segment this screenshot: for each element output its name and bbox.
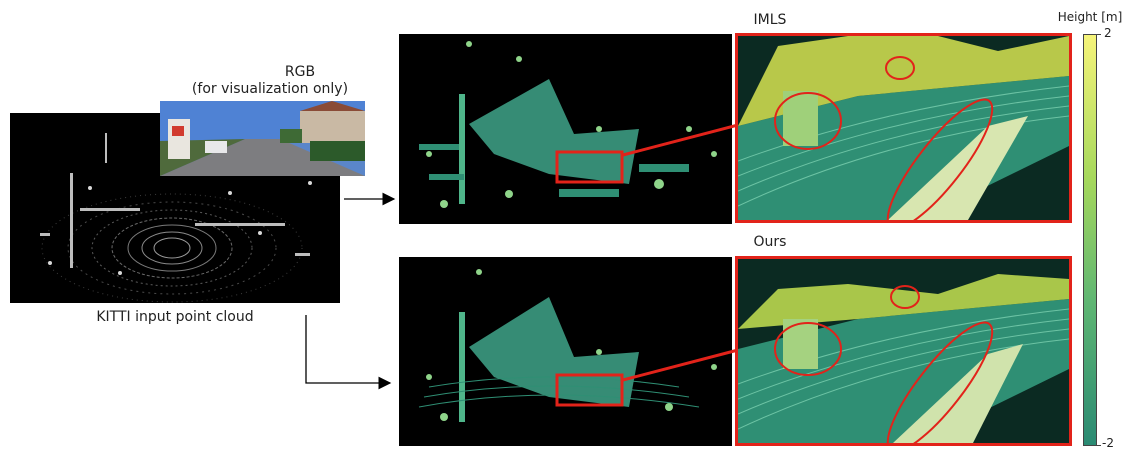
flow-arrows — [305, 192, 396, 390]
rgb-image — [160, 101, 365, 176]
colorbar-title: Height [m] — [1057, 10, 1123, 24]
ours-zoom-box — [555, 373, 624, 407]
ours-overview-image — [399, 257, 732, 446]
arrow-to-ours — [305, 315, 392, 390]
rgb-subtitle: (for visualization only) — [191, 81, 349, 97]
method-title-ours: Ours — [753, 234, 787, 250]
colorbar-max-label: 2 — [1104, 26, 1112, 40]
colorbar-min-label: -2 — [1102, 436, 1114, 450]
method-title-imls: IMLS — [753, 12, 787, 28]
input-caption: KITTI input point cloud — [96, 309, 254, 325]
colorbar-tick-bottom — [1097, 445, 1101, 446]
zoom-connectors — [622, 123, 739, 382]
imls-zoom-box — [555, 150, 624, 184]
ours-zoom-image — [735, 256, 1072, 446]
imls-overview-image — [399, 34, 732, 224]
imls-zoom-image — [735, 33, 1072, 223]
colorbar-tick-top — [1097, 34, 1101, 35]
colorbar — [1083, 34, 1097, 446]
rgb-title: RGB — [284, 64, 316, 80]
